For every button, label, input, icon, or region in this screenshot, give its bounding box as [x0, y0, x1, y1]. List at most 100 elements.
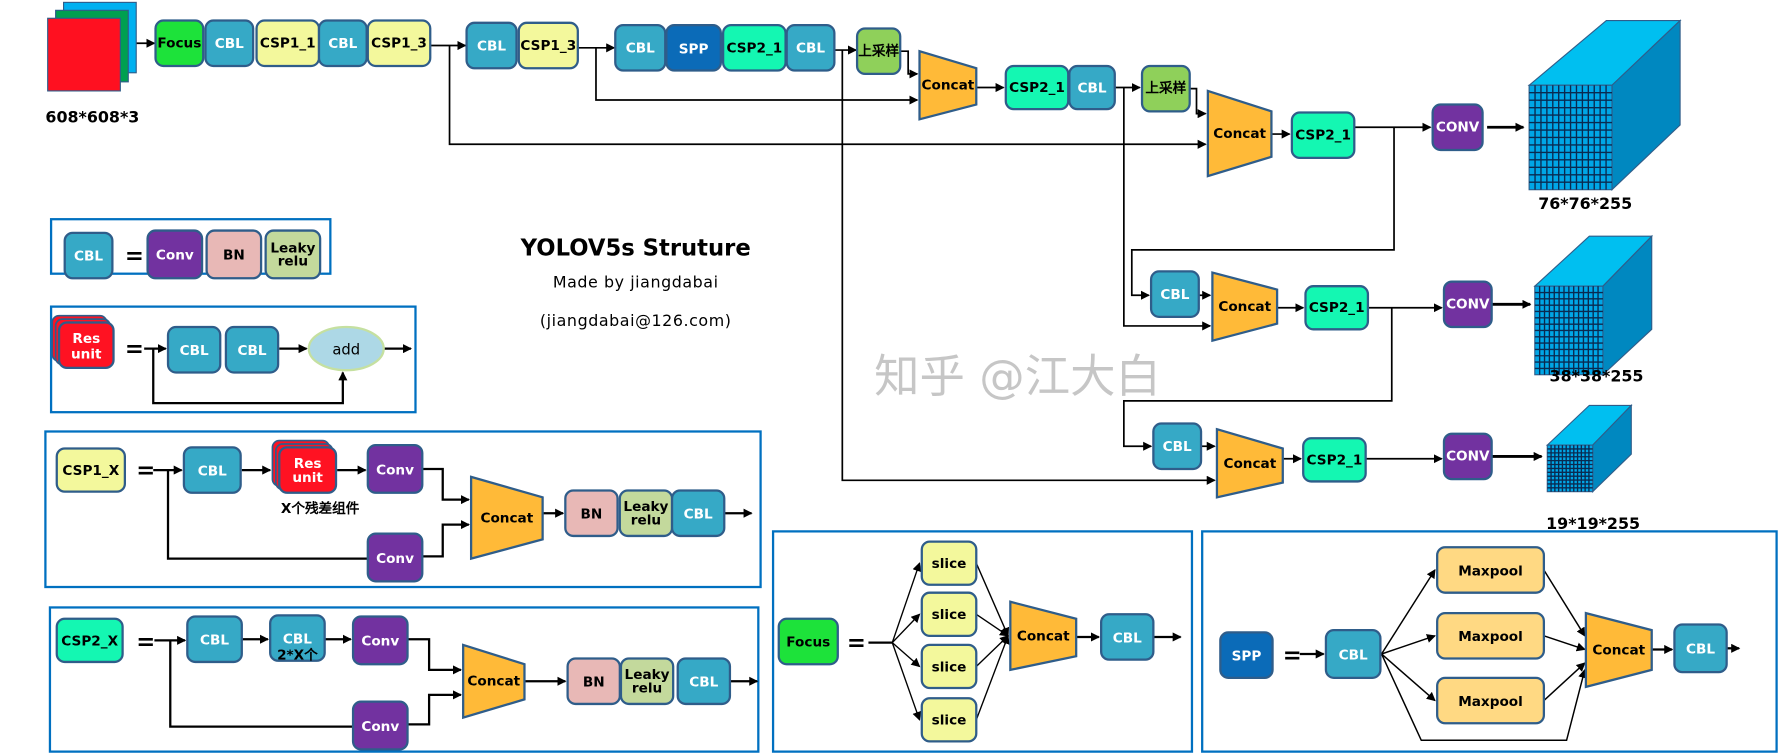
node-label: slice: [932, 556, 967, 572]
input-channel-red: [47, 17, 121, 92]
block-shape: [63, 231, 114, 280]
conv-block-conv: Conv: [146, 229, 204, 280]
concat-trapezoid: [918, 49, 978, 121]
concat-trapezoid: [1211, 271, 1279, 343]
equals-sign: =: [847, 631, 866, 657]
node-label: slice: [932, 659, 967, 675]
output-size-label-large: 76*76*255: [1538, 194, 1632, 213]
node-label: Res unit: [292, 456, 323, 486]
node-label: Leaky relu: [270, 240, 315, 269]
equals-sign: =: [136, 629, 155, 655]
block-shape: [55, 617, 124, 664]
line-connector: [166, 470, 368, 560]
node-label: CSP2_1: [1307, 452, 1363, 468]
node-label: CSP2_1: [1009, 80, 1065, 96]
concat-block: Concat: [918, 49, 978, 121]
block-shape: [1436, 676, 1546, 725]
block-shape: [366, 443, 424, 494]
node-label: Conv: [361, 719, 399, 735]
concat-trapezoid: [462, 643, 526, 720]
arrow-connector: [891, 562, 922, 643]
arrow-connector: [422, 520, 470, 558]
equals-sign: =: [1283, 643, 1302, 669]
arrow-connector: [975, 562, 1010, 637]
equals-sign: =: [125, 337, 144, 363]
spp-block-spp: SPP: [665, 23, 722, 72]
arrow-connector: [1543, 569, 1586, 637]
node-label: CSP2_1: [1309, 300, 1365, 316]
mp-block-maxpool: Maxpool: [1436, 676, 1546, 725]
output-feature-map-19: [1545, 403, 1633, 493]
arrow-connector: [891, 642, 921, 668]
block-shape: [204, 19, 255, 68]
node-label: Focus: [157, 35, 201, 51]
node-label: CSP1_3: [371, 36, 427, 52]
slice-block-slice: slice: [920, 591, 978, 637]
output-size-label-medium: 38*38*255: [1550, 367, 1644, 386]
block-shape: [1304, 285, 1370, 331]
mp-block-maxpool: Maxpool: [1436, 611, 1546, 660]
node-label: CBL: [1078, 80, 1107, 96]
cbl-block-cbl: CBL: [166, 325, 222, 374]
node-label: Conv: [361, 634, 399, 650]
arrow-connector: [1380, 569, 1436, 655]
block-shape: [1290, 111, 1356, 160]
arrow-connector: [1130, 127, 1395, 300]
block-shape: [1068, 64, 1116, 111]
csp1-block-csp1_3: CSP1_3: [517, 21, 579, 70]
cbl-block-cbl: CBL: [670, 489, 726, 538]
arrow-connector: [975, 613, 1010, 637]
node-label: Conv: [376, 462, 414, 478]
node-label: Res unit: [71, 331, 102, 362]
slice-block-slice: slice: [920, 643, 978, 690]
node-label: Concat: [467, 674, 520, 690]
output-size-label-small: 19*19*255: [1546, 514, 1640, 533]
node-label: 上采样: [1145, 80, 1186, 97]
block-shape: [269, 614, 326, 662]
cbl-block-cbl: CBL: [204, 19, 255, 68]
cbl-block-cbl: CBL: [317, 19, 368, 68]
block-shape: [1324, 629, 1382, 679]
block-shape: [1436, 611, 1546, 660]
cbl-block-cbl: CBL: [1149, 270, 1200, 318]
bn-block-bn: BN: [205, 229, 263, 280]
concat-trapezoid: [1206, 89, 1273, 178]
leaky-block-leaky-relu: Leaky relu: [264, 229, 322, 280]
node-label: Concat: [921, 78, 974, 94]
output-feature-map-76: [1527, 19, 1682, 192]
arrow-connector: [841, 50, 1216, 485]
node-label: Focus: [786, 634, 830, 650]
arrow-connector: [1189, 87, 1207, 119]
leaky-block-leaky-relu: Leaky relu: [618, 489, 674, 538]
block-shape: [920, 591, 978, 637]
bn-block-bn: BN: [566, 657, 621, 706]
block-shape: [564, 489, 619, 538]
res-block-res-unit: Res unit: [51, 314, 115, 370]
csp2-cbl-caption: 2*X个: [277, 648, 318, 664]
up-block-上采样: 上采样: [855, 27, 902, 76]
node-label: CONV: [1436, 119, 1480, 135]
conv-block-conv: Conv: [366, 443, 424, 494]
slice-block-slice: slice: [920, 697, 978, 743]
arrow-connector: [975, 634, 1010, 721]
concat-block: Concat: [1009, 600, 1078, 672]
author-credit: Made by jiangdabai: [553, 272, 719, 291]
node-label: CSP2_1: [726, 40, 782, 56]
csp2-block-csp2_1: CSP2_1: [1004, 64, 1070, 111]
block-shape: [1442, 432, 1493, 481]
block-shape: [366, 532, 424, 583]
block-shape: [146, 229, 204, 280]
arrow-connector: [595, 47, 919, 105]
node-label: Maxpool: [1458, 629, 1523, 645]
conv-block-conv: CONV: [1442, 280, 1493, 329]
block-shape: [186, 615, 243, 664]
arrow-connector: [891, 642, 922, 721]
node-label: Conv: [376, 551, 414, 567]
arrow-connector: [1381, 634, 1436, 655]
block-shape: [205, 229, 263, 280]
concat-block: Concat: [1211, 271, 1279, 343]
conv-block-conv: CONV: [1431, 103, 1484, 152]
node-label: BN: [223, 248, 245, 264]
block-shape: [55, 447, 127, 493]
csp2-block-csp2_1: CSP2_1: [1304, 285, 1370, 331]
